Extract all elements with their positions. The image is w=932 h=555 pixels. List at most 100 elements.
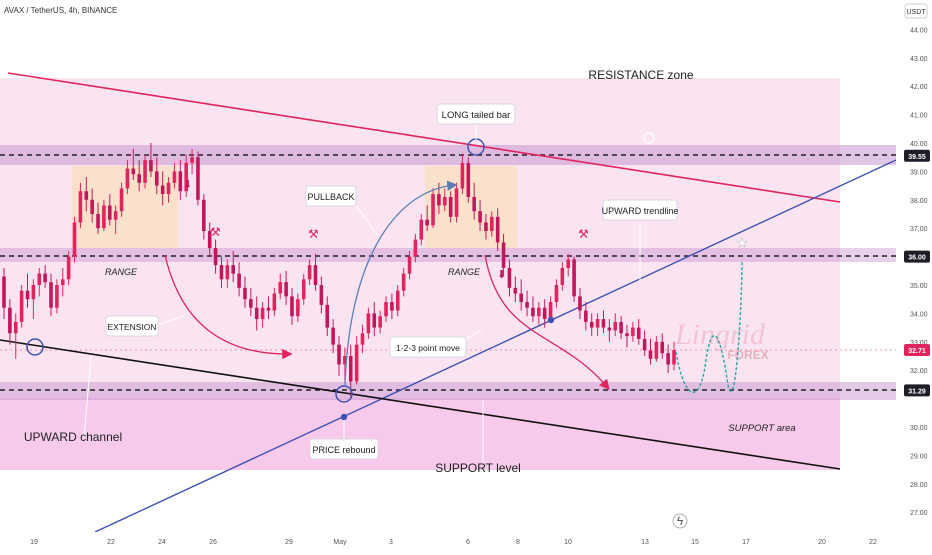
plus-icon[interactable] [643,132,655,144]
currency-badge-bg[interactable] [904,3,928,19]
candle-body [43,273,47,283]
candle-body [607,327,612,331]
price-tick-label: 27.00 [910,510,928,517]
candle-body [584,310,588,322]
time-tick-label: 13 [641,539,649,546]
price-tick-label: 33.00 [910,340,928,347]
time-axis-ticks: 19 22 24 26 29 May 3 6 8 10 13 15 17 20 22 [30,539,877,546]
candle-body [207,231,212,249]
support-zone-bg [0,398,840,470]
price-tick-label: 29.00 [910,453,928,460]
channel-lower-line [0,339,841,470]
point-dot-2 [340,413,348,421]
candle-body [490,216,494,232]
candle-body [160,185,165,195]
candle-body [554,285,559,303]
candle-body [613,321,618,331]
candle-body [49,282,53,308]
candle-body [178,171,183,192]
star-icon: ★ [736,235,748,250]
candle-body [390,302,394,311]
candle-body [131,168,136,175]
price-tick-label: 30.00 [910,425,928,432]
candle-body [525,302,529,308]
candle-body [631,327,635,337]
price-tick-label: 32.00 [910,368,928,375]
candle-body [425,219,429,226]
candle-body [184,162,188,192]
pullback-arrow [344,180,458,386]
candle-body [13,321,18,334]
extension-callout [105,315,159,337]
time-tick-label: May [333,539,347,546]
candle-body [636,327,641,339]
range-band [0,248,896,262]
candle-body [119,188,124,212]
candle-body [219,265,224,280]
time-tick-label: 29 [285,539,293,546]
price-tick-label: 39.00 [910,169,928,176]
currency-badge[interactable]: USDT [906,9,926,16]
candle-body [378,316,382,328]
point-move-label: 1-2-3 point move [396,343,460,353]
down-arrow-icon-2: ⬇ [497,269,506,281]
candle-body [601,319,606,328]
candle-body [572,259,576,297]
time-tick-label: 22 [107,539,115,546]
candles-group [2,143,676,399]
candle-body [301,279,306,300]
highlight-circle-left [26,338,44,356]
candle-body [542,307,547,320]
candle-body [442,196,447,206]
price-badge-bg [904,384,930,397]
candle-body [19,290,24,322]
candle-body [672,350,676,365]
time-tick-label: 6 [466,539,470,546]
candle-body [407,256,412,274]
candle-body [448,196,453,217]
candle-body [296,299,300,317]
time-tick-label: 10 [564,539,572,546]
pullback-label: PULLBACK [307,192,354,202]
candle-body [155,171,159,186]
candle-body [278,282,283,294]
candle-body [249,299,253,308]
extension-pointer [155,315,185,326]
resistance-band [0,145,896,165]
candle-body [66,256,71,280]
candle-body [348,356,353,382]
rebound-callout [309,438,379,460]
candle-body [372,313,377,328]
price-tick-label: 35.00 [910,283,928,290]
candle-body [137,174,141,183]
support-band [0,382,896,400]
candle-body [290,296,294,317]
long-bar-label: LONG tailed bar [442,110,511,121]
price-tick-label: 37.00 [910,226,928,233]
candle-body [213,248,218,266]
pullback-callout [305,185,357,207]
price-badge-label: 39.55 [908,154,926,161]
resistance-trendline [7,72,841,203]
candle-body [595,319,600,328]
lightning-icon[interactable]: ϟ [677,514,684,528]
candle-body [190,157,194,163]
point-move-callout [389,336,467,358]
candle-body [360,333,365,345]
upward-trendline [94,159,897,533]
price-tick-label: 38.00 [910,198,928,205]
time-tick-label: 22 [869,539,877,546]
candle-body [325,304,330,328]
price-axis-ticks: 44.00 43.00 42.00 41.00 40.00 39.00 38.00 37.00… [910,27,928,517]
candle-body [172,171,177,183]
candle-body [366,313,371,334]
upward-channel-label: UPWARD channel [24,430,122,444]
candle-body [254,307,259,320]
candle-body [484,222,488,232]
time-tick-label: 19 [30,539,38,546]
candle-body [519,293,523,303]
candle-body [313,265,318,285]
candle-body [202,199,206,232]
